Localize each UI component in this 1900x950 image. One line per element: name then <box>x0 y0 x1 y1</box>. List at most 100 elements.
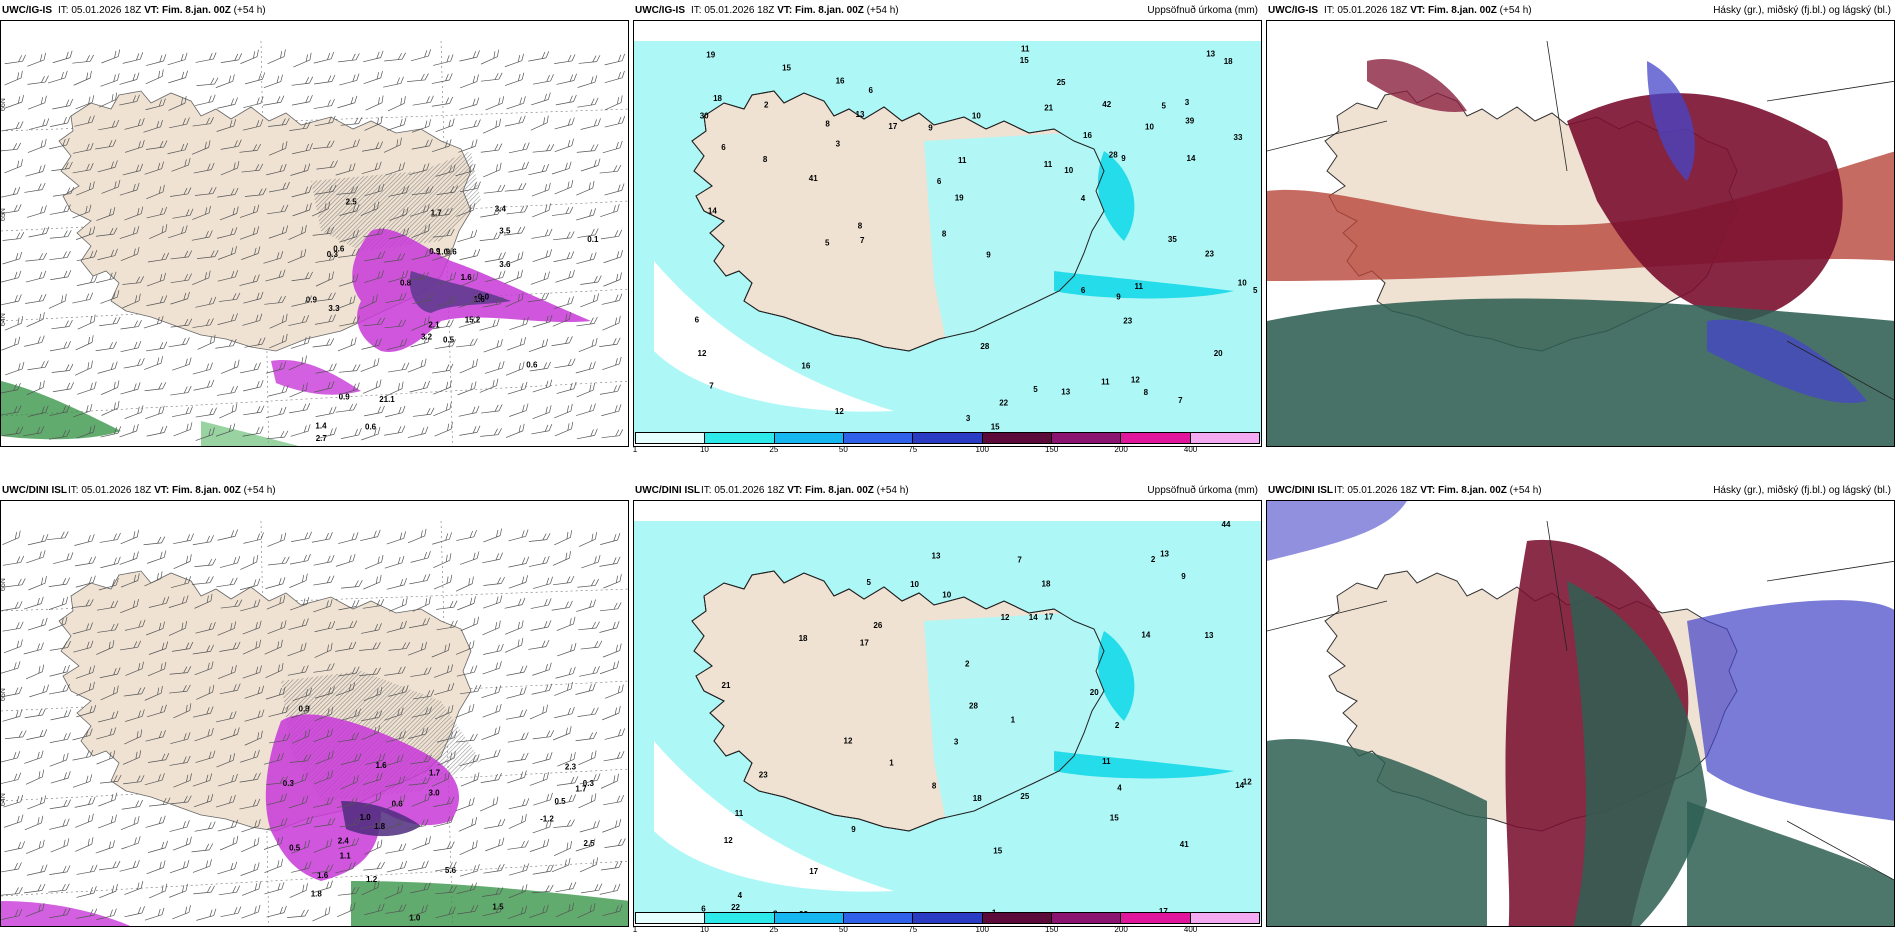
wind-barb <box>457 229 478 243</box>
wind-barb <box>145 341 168 352</box>
wind-barb <box>576 316 598 327</box>
wind-barb <box>528 164 549 176</box>
wind-barb <box>239 204 260 218</box>
wind-barb <box>507 381 528 395</box>
wind-barb <box>387 96 406 112</box>
legend-tick: 100 <box>975 925 989 934</box>
value-label: 6 <box>1081 286 1086 295</box>
wind-barb <box>100 290 120 304</box>
value-label: 41 <box>809 174 818 183</box>
wind-barb <box>27 617 48 631</box>
wind-barb <box>219 641 241 652</box>
wind-barb <box>364 903 385 916</box>
wind-barb <box>289 403 311 414</box>
wind-barb <box>143 119 163 133</box>
wind-barb <box>49 664 70 677</box>
wind-barb <box>481 404 503 414</box>
wind-barb <box>599 620 620 633</box>
wind-barb <box>196 684 215 700</box>
wind-barb <box>239 578 261 591</box>
wind-barb <box>602 140 623 154</box>
wind-barb <box>431 96 453 107</box>
wind-barb <box>291 271 313 282</box>
wind-barb <box>121 799 143 810</box>
wind-barb <box>554 530 572 546</box>
value-label: 0.6 <box>365 423 377 432</box>
wind-barb <box>508 142 530 154</box>
wind-barb <box>1 661 21 674</box>
wind-barb <box>263 251 284 264</box>
wind-barb <box>100 685 119 701</box>
wind-barb <box>460 616 479 632</box>
wind-barb <box>3 794 24 808</box>
wind-barb <box>149 224 168 239</box>
wind-barb <box>575 731 598 742</box>
value-label: 1.0 <box>409 914 421 923</box>
wind-barb <box>25 664 45 680</box>
map-cloud-igis <box>1266 20 1895 447</box>
wind-barb <box>504 115 526 127</box>
wind-barb <box>313 838 333 853</box>
wind-barb <box>336 797 358 808</box>
wind-barb <box>168 595 189 608</box>
wind-barb <box>146 272 166 287</box>
wind-barb <box>459 50 480 62</box>
wind-barb <box>263 836 284 850</box>
wind-barb <box>2 121 24 132</box>
wind-barb <box>456 665 478 677</box>
value-label: 10 <box>972 112 981 121</box>
legend-swatch <box>982 913 1052 923</box>
wind-barb <box>267 817 288 830</box>
wind-barb <box>98 119 120 131</box>
wind-barb <box>554 403 573 419</box>
wind-barb <box>193 885 215 895</box>
wind-barb <box>27 52 46 67</box>
wind-barb <box>315 750 334 765</box>
wind-barb <box>123 687 146 697</box>
wind-barb <box>24 750 44 764</box>
wind-barb <box>167 52 188 66</box>
wind-barb <box>52 98 74 110</box>
wind-barb <box>216 385 238 396</box>
wind-barb <box>532 144 555 153</box>
wind-barb <box>411 792 431 807</box>
value-label: 16 <box>1083 131 1092 140</box>
wind-barb <box>24 335 45 347</box>
value-label: 2.4 <box>338 837 350 846</box>
wind-barb <box>313 880 333 893</box>
wind-barb <box>603 574 622 589</box>
wind-barb <box>361 426 381 441</box>
wind-barb <box>100 426 122 438</box>
wind-barb <box>74 534 95 546</box>
wind-barb <box>581 554 601 569</box>
wind-barb <box>433 796 455 807</box>
wind-barb <box>337 902 356 918</box>
wind-barb <box>436 620 458 631</box>
wind-barb <box>173 533 194 545</box>
wind-barb <box>532 864 554 875</box>
wind-barb <box>483 643 504 655</box>
wind-barb <box>265 269 286 282</box>
wind-barb <box>600 773 619 789</box>
value-label: 44 <box>1222 520 1231 529</box>
wind-barb <box>219 835 239 851</box>
wind-barb <box>99 316 121 327</box>
wind-barb <box>288 772 308 787</box>
wind-barb <box>363 227 385 238</box>
wind-barb <box>240 749 260 763</box>
value-label: 28 <box>1109 151 1118 160</box>
wind-barb <box>123 775 145 785</box>
wind-barb <box>601 429 624 439</box>
wind-barb <box>26 550 46 564</box>
wind-barb <box>506 336 527 351</box>
value-label: 8 <box>932 781 937 790</box>
wind-barb <box>240 599 261 612</box>
wind-barb <box>3 639 23 654</box>
wind-barb <box>4 814 24 828</box>
wind-barb <box>576 180 595 196</box>
wind-barb <box>412 293 434 304</box>
wind-barb <box>412 407 435 417</box>
wind-barb <box>361 338 382 350</box>
wind-barb <box>27 75 49 85</box>
wind-barb <box>95 139 117 150</box>
